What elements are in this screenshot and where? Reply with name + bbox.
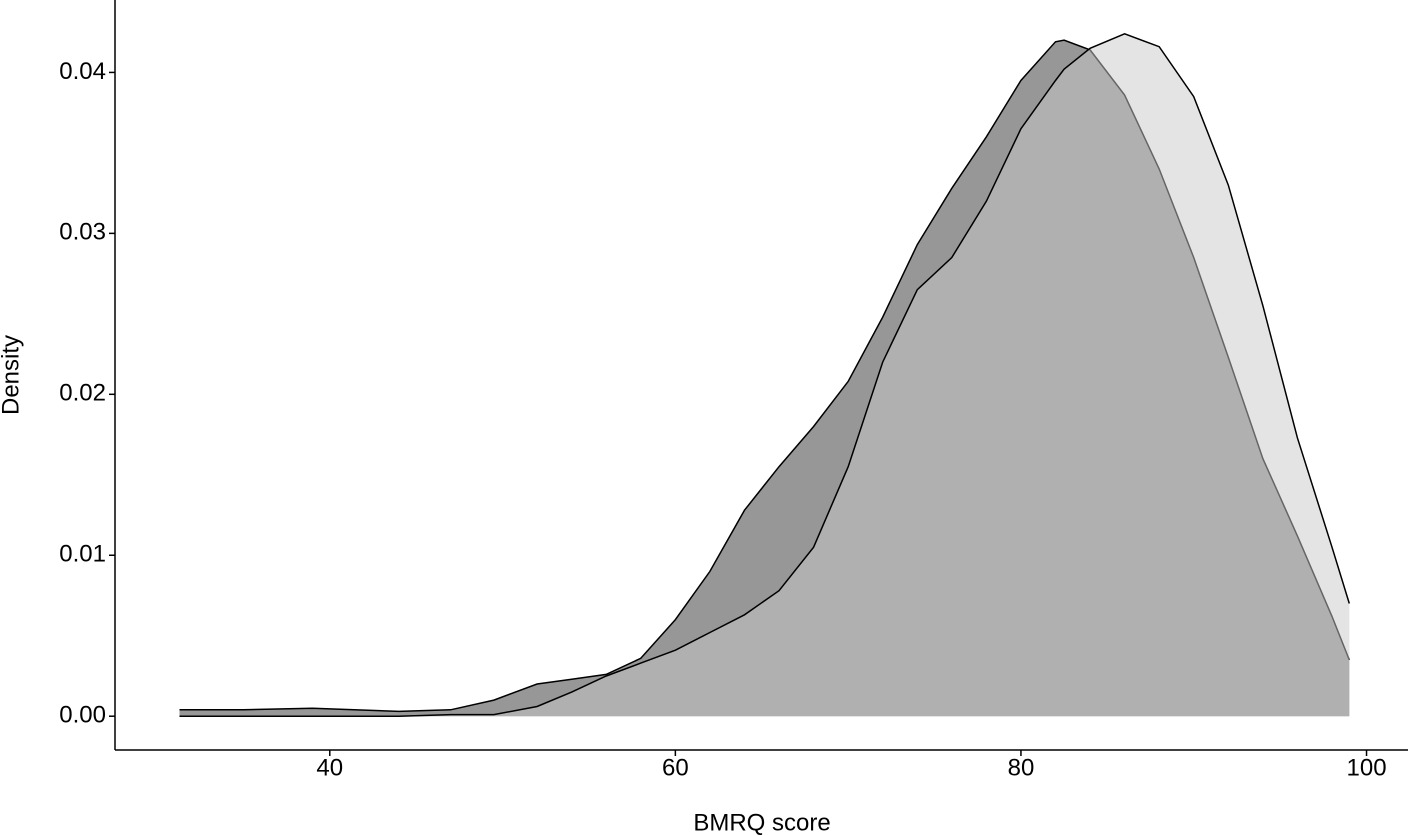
y-tick-label: 0.00 [59,702,106,729]
density-area [179,33,1350,717]
density-line [179,32,1351,717]
x-tick-label: 40 [316,754,343,781]
y-tick-label: 0.01 [59,541,106,568]
y-tick-label: 0.03 [59,219,106,246]
x-tick-label: 60 [662,754,689,781]
y-tick-label: 0.02 [59,380,106,407]
y-axis-title: Density [0,335,24,415]
x-tick-label: 100 [1347,754,1387,781]
x-axis-title: BMRQ score [693,809,830,836]
x-tick-label: 80 [1008,754,1035,781]
y-tick-label: 0.04 [59,58,106,85]
